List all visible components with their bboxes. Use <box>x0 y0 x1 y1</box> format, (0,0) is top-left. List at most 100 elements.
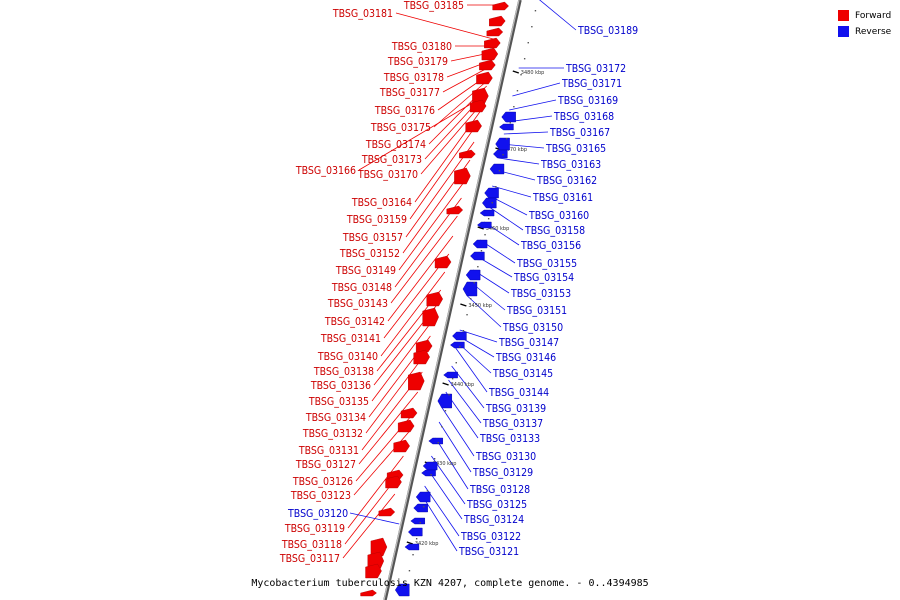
gene-feature-reverse[interactable] <box>495 137 510 151</box>
gene-label-forward[interactable]: TBSG_03149 <box>335 265 396 277</box>
gene-feature-forward[interactable] <box>486 27 504 37</box>
gene-label-reverse[interactable]: TBSG_03158 <box>524 225 585 237</box>
gene-feature-reverse[interactable] <box>422 461 438 471</box>
gene-feature-forward[interactable] <box>422 307 439 327</box>
gene-label-forward[interactable]: TBSG_03166 <box>295 165 356 177</box>
gene-feature-forward[interactable] <box>492 1 509 11</box>
gene-label-reverse[interactable]: TBSG_03189 <box>577 25 638 37</box>
gene-label-forward[interactable]: TBSG_03148 <box>331 282 392 294</box>
gene-feature-forward[interactable] <box>479 59 496 71</box>
gene-label-forward[interactable]: TBSG_03164 <box>351 197 412 209</box>
gene-label-forward[interactable]: TBSG_03131 <box>298 445 359 457</box>
gene-label-reverse[interactable]: TBSG_03120 <box>287 508 348 520</box>
gene-feature-forward[interactable] <box>484 37 501 49</box>
gene-feature-forward[interactable] <box>360 589 377 597</box>
gene-feature-forward[interactable] <box>408 371 425 391</box>
gene-label-forward[interactable]: TBSG_03138 <box>313 366 374 378</box>
gene-label-forward[interactable]: TBSG_03143 <box>327 298 388 310</box>
gene-label-reverse[interactable]: TBSG_03167 <box>549 127 610 139</box>
gene-feature-reverse[interactable] <box>395 583 410 597</box>
gene-label-reverse[interactable]: TBSG_03146 <box>495 352 556 364</box>
gene-feature-reverse[interactable] <box>501 111 516 123</box>
gene-label-reverse[interactable]: TBSG_03155 <box>516 258 577 270</box>
gene-feature-reverse[interactable] <box>499 123 514 131</box>
gene-feature-reverse[interactable] <box>484 187 499 199</box>
gene-label-forward[interactable]: TBSG_03179 <box>387 56 448 68</box>
gene-feature-forward[interactable] <box>413 349 430 365</box>
gene-label-forward[interactable]: TBSG_03118 <box>281 539 342 551</box>
gene-label-forward[interactable]: TBSG_03141 <box>320 333 381 345</box>
gene-label-forward[interactable]: TBSG_03177 <box>379 87 440 99</box>
gene-feature-forward[interactable] <box>385 475 402 489</box>
gene-label-reverse[interactable]: TBSG_03122 <box>460 531 521 543</box>
gene-label-forward[interactable]: TBSG_03181 <box>332 8 393 20</box>
gene-feature-reverse[interactable] <box>472 239 488 249</box>
gene-label-reverse[interactable]: TBSG_03137 <box>482 418 543 430</box>
gene-label-forward[interactable]: TBSG_03140 <box>317 351 378 363</box>
gene-label-forward[interactable]: TBSG_03119 <box>284 523 345 535</box>
gene-label-reverse[interactable]: TBSG_03124 <box>463 514 524 526</box>
gene-label-reverse[interactable]: TBSG_03147 <box>498 337 559 349</box>
gene-feature-forward[interactable] <box>454 167 471 185</box>
gene-feature-forward[interactable] <box>426 291 443 307</box>
gene-label-forward[interactable]: TBSG_03175 <box>370 122 431 134</box>
gene-label-reverse[interactable]: TBSG_03168 <box>553 111 614 123</box>
gene-label-forward[interactable]: TBSG_03157 <box>342 232 403 244</box>
gene-label-reverse[interactable]: TBSG_03130 <box>475 451 536 463</box>
gene-feature-forward[interactable] <box>397 419 415 433</box>
gene-label-reverse[interactable]: TBSG_03161 <box>532 192 593 204</box>
gene-label-reverse[interactable]: TBSG_03144 <box>488 387 549 399</box>
gene-label-forward[interactable]: TBSG_03126 <box>292 476 353 488</box>
gene-label-forward[interactable]: TBSG_03180 <box>391 41 452 53</box>
gene-feature-reverse[interactable] <box>437 393 452 409</box>
gene-feature-forward[interactable] <box>365 563 382 579</box>
gene-label-forward[interactable]: TBSG_03123 <box>290 490 351 502</box>
gene-label-forward[interactable]: TBSG_03178 <box>383 72 444 84</box>
gene-feature-reverse[interactable] <box>462 281 478 297</box>
gene-label-reverse[interactable]: TBSG_03139 <box>485 403 546 415</box>
gene-label-reverse[interactable]: TBSG_03160 <box>528 210 589 222</box>
gene-feature-reverse[interactable] <box>428 437 443 445</box>
gene-labels[interactable]: TBSG_03185 TBSG_03181 TBSG_03180 TBSG_03179… <box>279 0 638 565</box>
gene-feature-forward[interactable] <box>476 71 493 85</box>
gene-feature-forward[interactable] <box>469 99 487 113</box>
gene-label-reverse[interactable]: TBSG_03169 <box>557 95 618 107</box>
gene-feature-forward[interactable] <box>378 507 396 517</box>
gene-feature-reverse[interactable] <box>465 269 481 281</box>
gene-feature-reverse[interactable] <box>421 469 436 477</box>
gene-feature-reverse[interactable] <box>404 543 420 551</box>
gene-label-forward[interactable]: TBSG_03142 <box>324 316 385 328</box>
gene-label-forward[interactable]: TBSG_03127 <box>295 459 356 471</box>
gene-feature-reverse[interactable] <box>477 221 492 229</box>
gene-label-reverse[interactable]: TBSG_03128 <box>469 484 530 496</box>
gene-feature-reverse[interactable] <box>408 527 423 537</box>
gene-label-forward[interactable]: TBSG_03170 <box>357 169 418 181</box>
gene-feature-forward[interactable] <box>459 149 476 159</box>
gene-feature-forward[interactable] <box>489 15 506 27</box>
gene-feature-forward[interactable] <box>465 119 482 133</box>
gene-label-reverse[interactable]: TBSG_03162 <box>536 175 597 187</box>
gene-label-forward[interactable]: TBSG_03185 <box>403 0 464 12</box>
gene-label-reverse[interactable]: TBSG_03151 <box>506 305 567 317</box>
gene-label-forward[interactable]: TBSG_03152 <box>339 248 400 260</box>
gene-feature-forward[interactable] <box>400 407 418 419</box>
gene-label-reverse[interactable]: TBSG_03129 <box>472 467 533 479</box>
gene-label-reverse[interactable]: TBSG_03165 <box>545 143 606 155</box>
gene-label-forward[interactable]: TBSG_03176 <box>374 105 435 117</box>
gene-feature-reverse[interactable] <box>450 341 465 349</box>
gene-label-reverse[interactable]: TBSG_03172 <box>565 63 626 75</box>
gene-label-forward[interactable]: TBSG_03117 <box>279 553 340 565</box>
gene-label-reverse[interactable]: TBSG_03145 <box>492 368 553 380</box>
gene-feature-reverse[interactable] <box>410 517 425 525</box>
gene-label-forward[interactable]: TBSG_03134 <box>305 412 366 424</box>
gene-label-reverse[interactable]: TBSG_03125 <box>466 499 527 511</box>
gene-label-forward[interactable]: TBSG_03159 <box>346 214 407 226</box>
gene-label-forward[interactable]: TBSG_03173 <box>361 154 422 166</box>
gene-label-reverse[interactable]: TBSG_03163 <box>540 159 601 171</box>
gene-label-forward[interactable]: TBSG_03136 <box>310 380 371 392</box>
gene-feature-reverse[interactable] <box>470 251 485 261</box>
gene-label-reverse[interactable]: TBSG_03133 <box>479 433 540 445</box>
gene-feature-reverse[interactable] <box>443 371 458 379</box>
gene-feature-reverse[interactable] <box>493 149 508 159</box>
gene-feature-reverse[interactable] <box>489 163 505 175</box>
